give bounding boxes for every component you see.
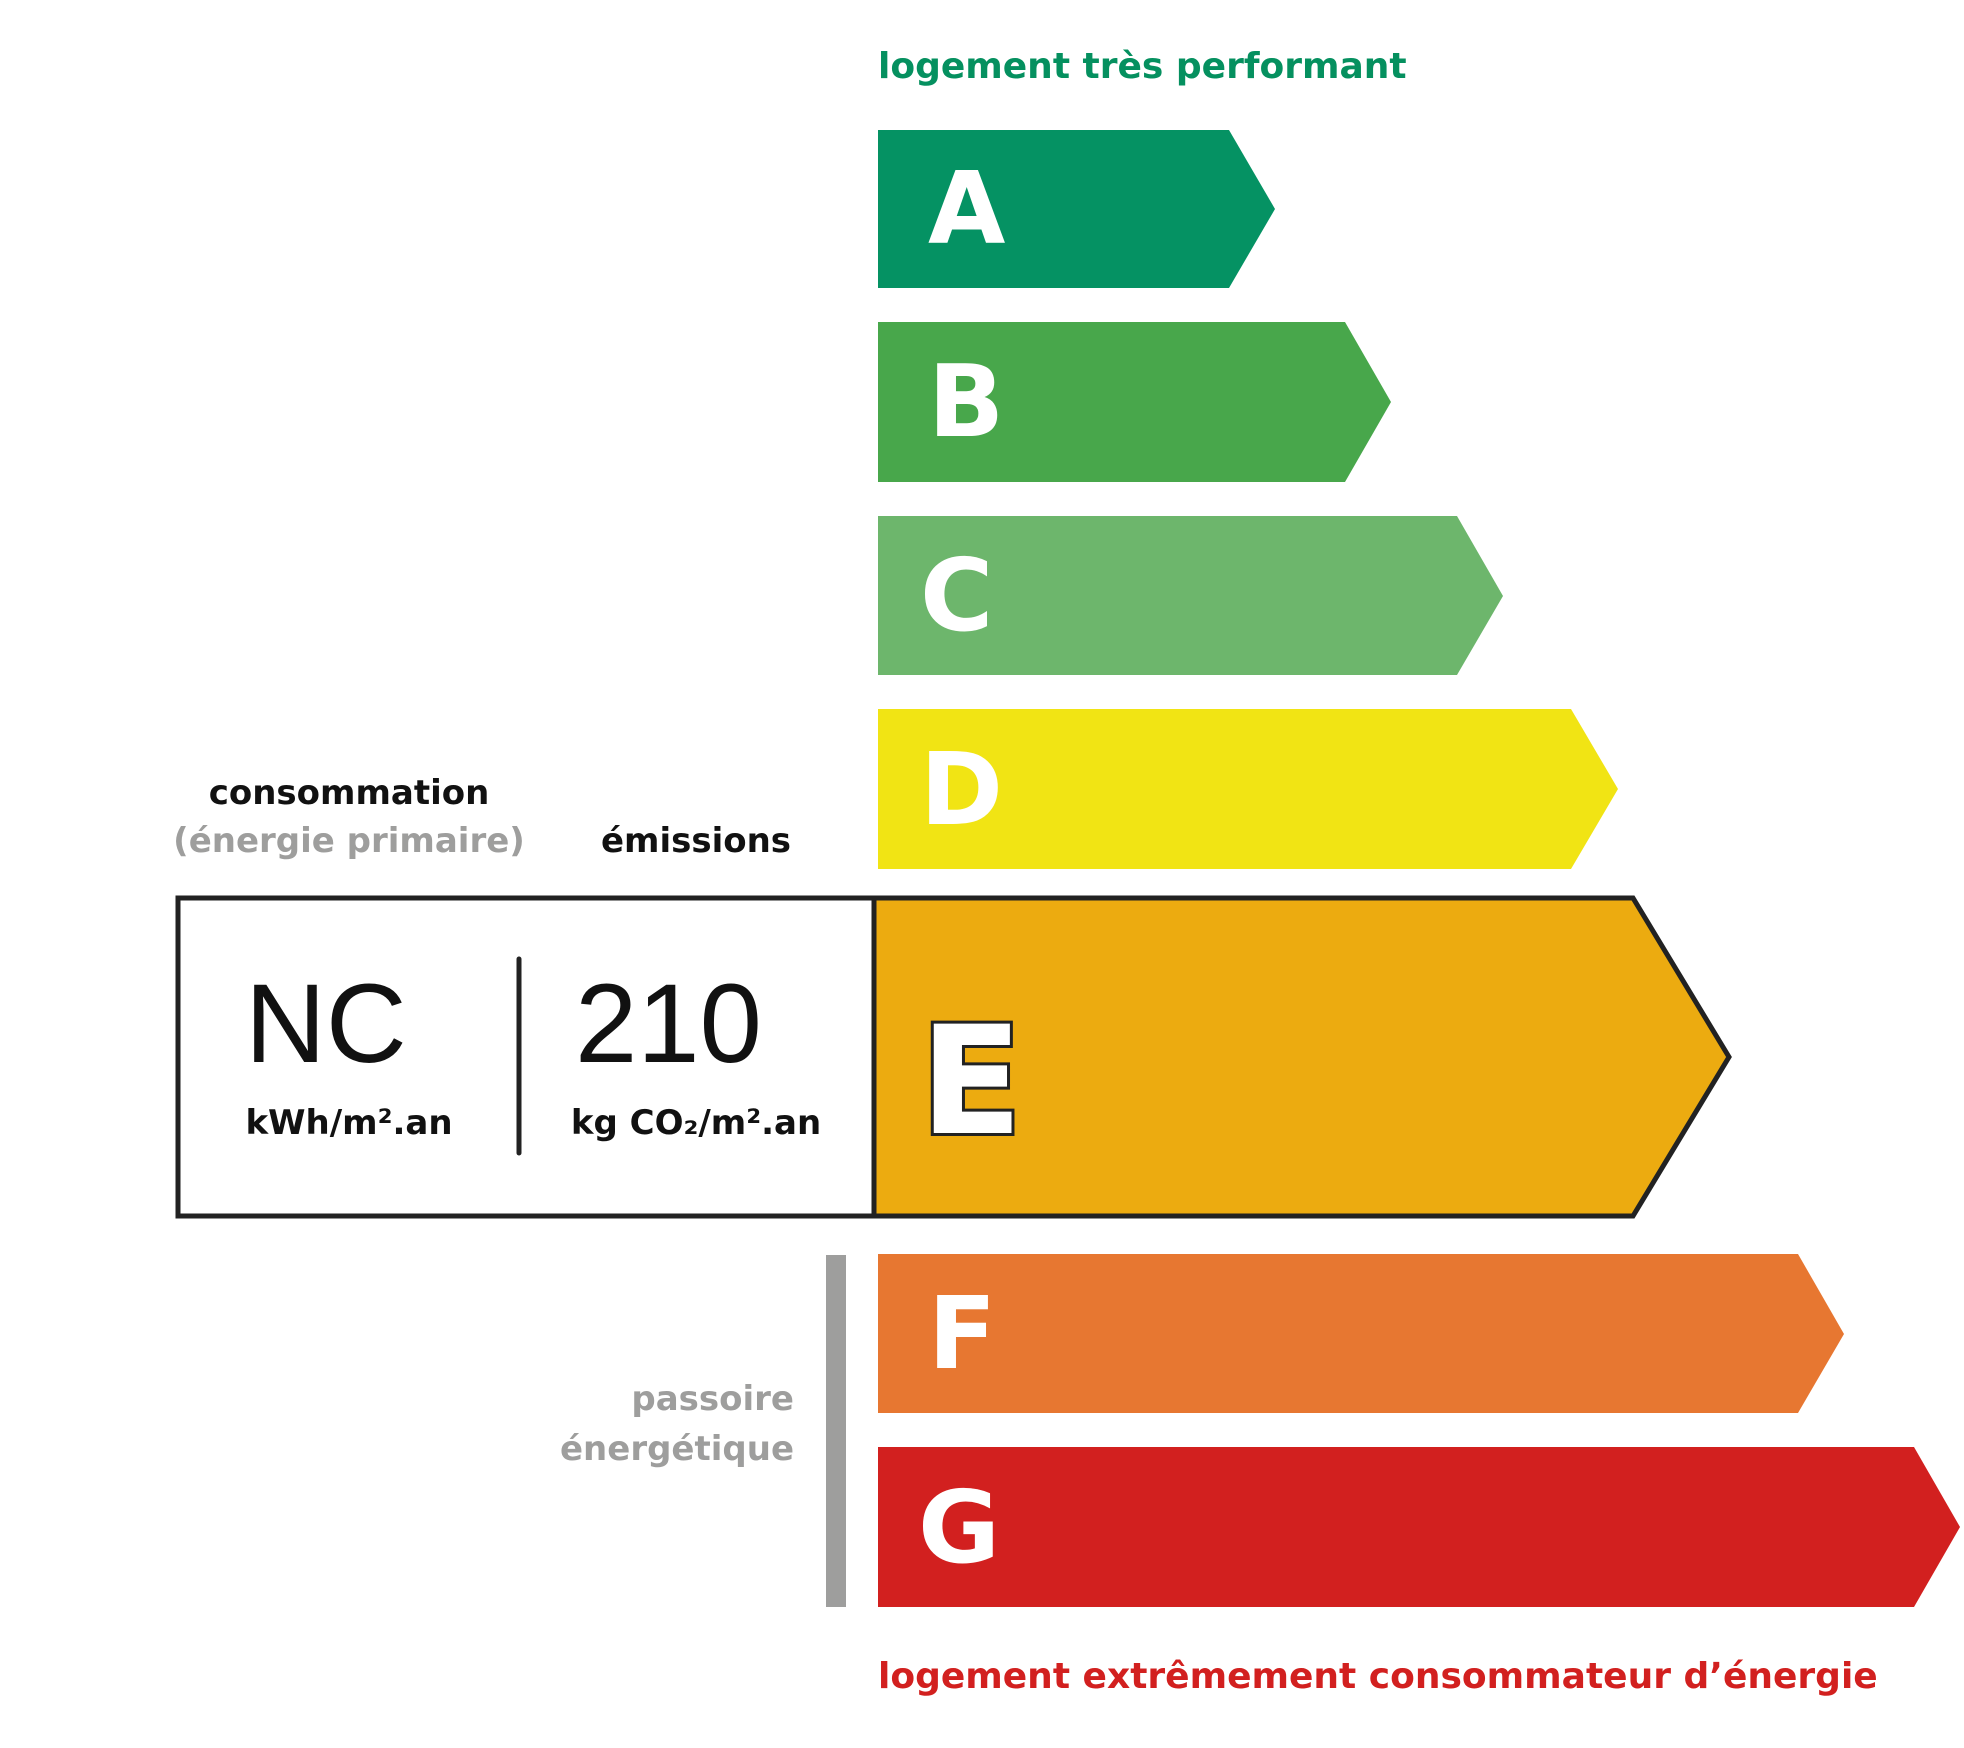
class-letter-d: D xyxy=(920,731,1003,848)
passoire-label-line2: énergétique xyxy=(560,1429,794,1469)
class-letter-f: F xyxy=(928,1275,996,1392)
passoire-bracket xyxy=(826,1255,846,1607)
class-bar-e-selected xyxy=(871,895,1732,1219)
class-letter-g: G xyxy=(918,1469,1000,1586)
top-label: logement très performant xyxy=(878,46,1407,87)
class-bar-g xyxy=(878,1447,1960,1607)
class-bar-a xyxy=(878,130,1275,288)
class-bar-f xyxy=(878,1254,1844,1413)
emissions-unit: kg CO₂/m².an xyxy=(571,1103,821,1143)
class-letter-b: B xyxy=(928,343,1004,460)
passoire-label-line1: passoire xyxy=(631,1379,794,1419)
consumption-unit: kWh/m².an xyxy=(245,1103,452,1143)
emissions-value: 210 xyxy=(575,961,762,1086)
consumption-title: consommation xyxy=(209,773,490,813)
class-bar-c xyxy=(878,516,1503,675)
consumption-value: NC xyxy=(245,961,407,1086)
class-bar-d xyxy=(878,709,1618,869)
emissions-title: émissions xyxy=(601,821,791,861)
class-letter-e: E xyxy=(920,995,1022,1169)
bottom-label: logement extrêmement consommateur d’éner… xyxy=(878,1656,1878,1697)
class-letter-a: A xyxy=(928,150,1005,267)
class-bar-b xyxy=(878,322,1391,482)
class-letter-c: C xyxy=(920,537,993,654)
consumption-subtitle: (énergie primaire) xyxy=(173,821,525,861)
